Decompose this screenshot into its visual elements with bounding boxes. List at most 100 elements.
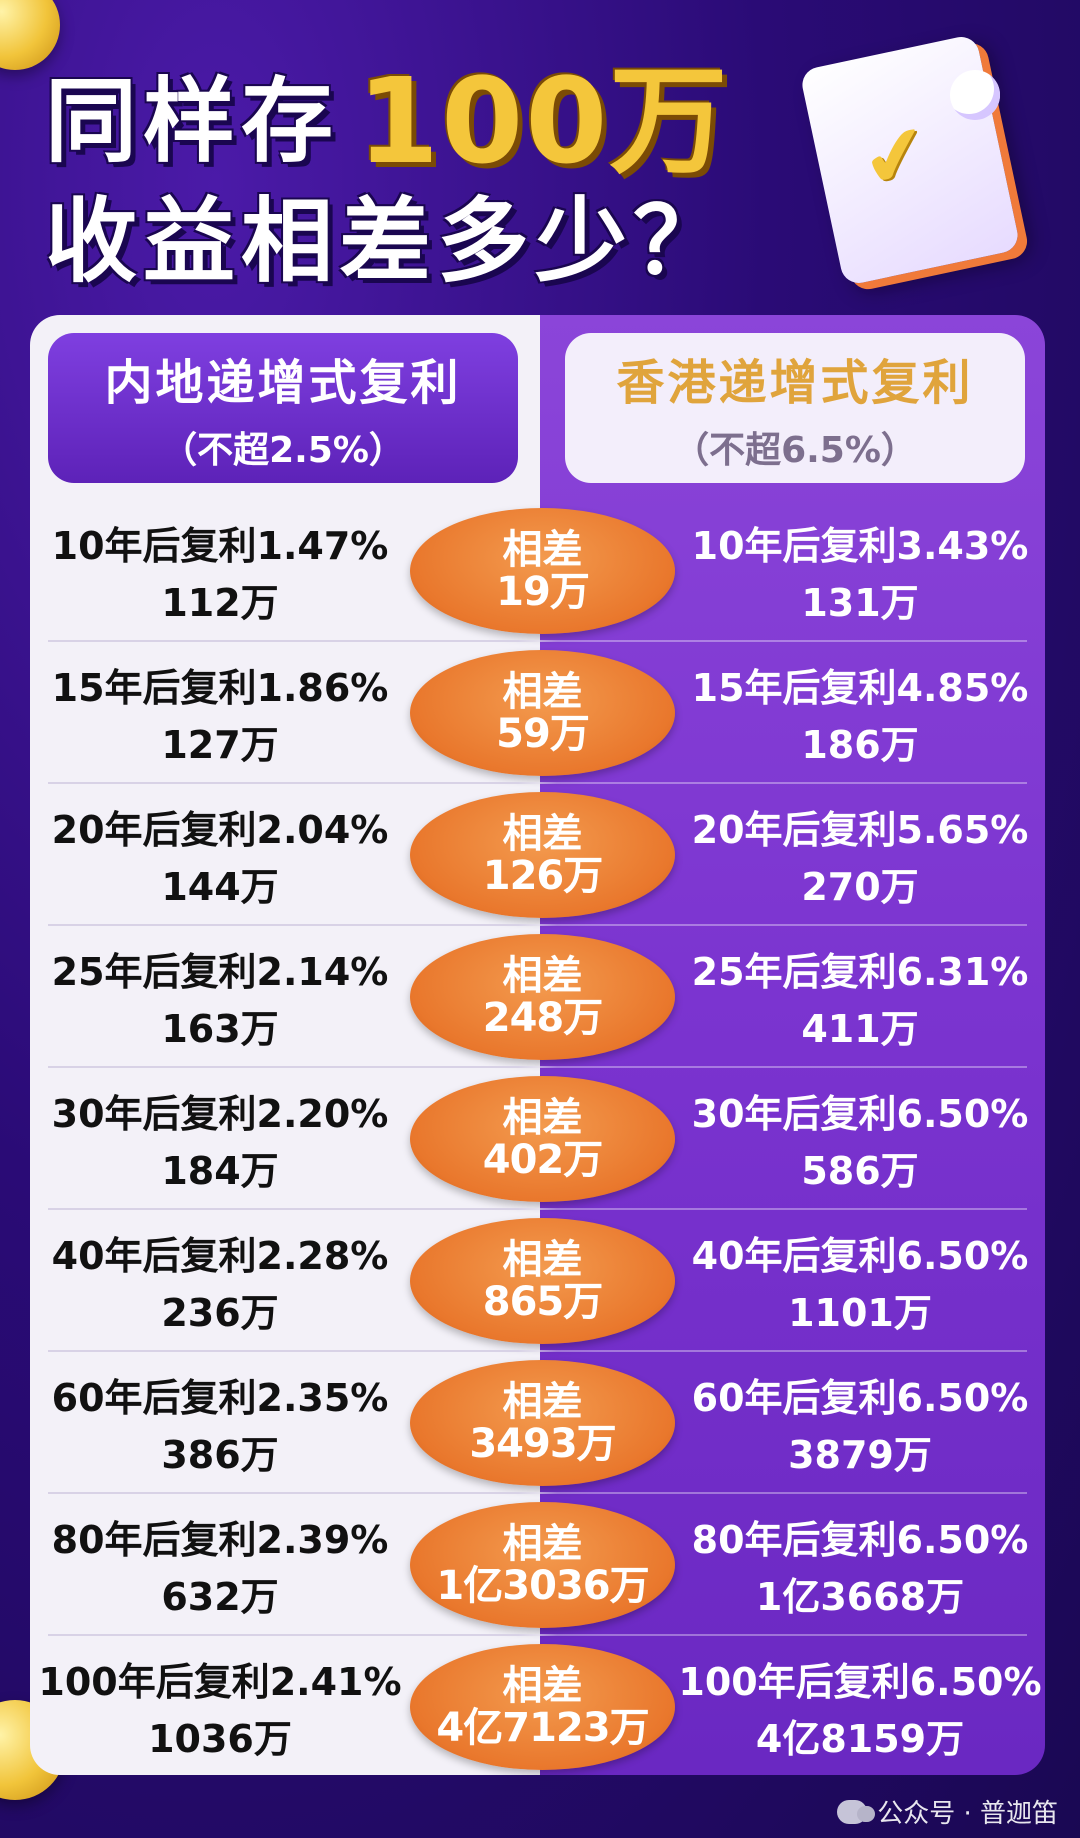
comparison-panel: 内地递增式复利 （不超2.5%） 香港递增式复利 （不超6.5%） 10年后复利…: [30, 315, 1045, 1775]
hongkong-amount: 411万: [801, 1007, 919, 1051]
hongkong-amount: 3879万: [788, 1433, 932, 1477]
hongkong-rate: 30年后复利6.50%: [691, 1092, 1029, 1136]
hongkong-amount: 586万: [801, 1149, 919, 1193]
comparison-row: 60年后复利2.35% 386万 相差 3493万 60年后复利6.50% 38…: [30, 1352, 1045, 1494]
checked-document-icon: ✔: [799, 33, 1030, 287]
hongkong-header-subtitle: （不超6.5%）: [673, 430, 917, 471]
mainland-rate: 20年后复利2.04%: [51, 808, 389, 852]
hongkong-cell: 60年后复利6.50% 3879万: [675, 1352, 1045, 1494]
mainland-amount: 127万: [161, 723, 279, 767]
hongkong-amount: 1亿3668万: [755, 1575, 965, 1619]
comparison-row: 100年后复利2.41% 1036万 相差 4亿7123万 100年后复利6.5…: [30, 1636, 1045, 1775]
mainland-header-title: 内地递增式复利: [104, 355, 462, 411]
row-divider: [48, 1350, 1027, 1352]
row-divider: [48, 640, 1027, 642]
difference-label: 相差: [502, 1095, 583, 1141]
page-title: 同样存 100万 收益相差多少？: [45, 60, 775, 300]
difference-label: 相差: [502, 953, 583, 999]
hongkong-rate: 20年后复利5.65%: [691, 808, 1029, 852]
difference-badge: 相差 402万: [410, 1076, 675, 1202]
mainland-amount: 112万: [161, 581, 279, 625]
hongkong-rate: 60年后复利6.50%: [691, 1376, 1029, 1420]
hongkong-cell: 15年后复利4.85% 186万: [675, 642, 1045, 784]
hongkong-cell: 40年后复利6.50% 1101万: [675, 1210, 1045, 1352]
difference-value: 4亿7123万: [436, 1705, 649, 1751]
difference-badge: 相差 19万: [410, 508, 675, 634]
mainland-rate: 40年后复利2.28%: [51, 1234, 389, 1278]
row-divider: [48, 1066, 1027, 1068]
mainland-cell: 20年后复利2.04% 144万: [30, 784, 410, 926]
hongkong-cell: 80年后复利6.50% 1亿3668万: [675, 1494, 1045, 1636]
hongkong-rate: 80年后复利6.50%: [691, 1518, 1029, 1562]
row-divider: [48, 1208, 1027, 1210]
mainland-amount: 163万: [161, 1007, 279, 1051]
mainland-header: 内地递增式复利 （不超2.5%）: [48, 333, 518, 483]
difference-badge: 相差 4亿7123万: [410, 1644, 675, 1770]
mainland-rate: 30年后复利2.20%: [51, 1092, 389, 1136]
mainland-cell: 10年后复利1.47% 112万: [30, 500, 410, 642]
mainland-rate: 80年后复利2.39%: [51, 1518, 389, 1562]
difference-badge: 相差 248万: [410, 934, 675, 1060]
mainland-cell: 60年后复利2.35% 386万: [30, 1352, 410, 1494]
difference-badge: 相差 126万: [410, 792, 675, 918]
mainland-cell: 80年后复利2.39% 632万: [30, 1494, 410, 1636]
row-divider: [48, 782, 1027, 784]
difference-label: 相差: [502, 811, 583, 857]
difference-value: 126万: [482, 853, 603, 899]
hongkong-rate: 100年后复利6.50%: [678, 1660, 1042, 1704]
difference-badge: 相差 3493万: [410, 1360, 675, 1486]
difference-label: 相差: [502, 1237, 583, 1283]
comparison-row: 25年后复利2.14% 163万 相差 248万 25年后复利6.31% 411…: [30, 926, 1045, 1068]
row-divider: [48, 1634, 1027, 1636]
comparison-row: 30年后复利2.20% 184万 相差 402万 30年后复利6.50% 586…: [30, 1068, 1045, 1210]
mainland-amount: 184万: [161, 1149, 279, 1193]
hongkong-header: 香港递增式复利 （不超6.5%）: [565, 333, 1025, 483]
mainland-cell: 15年后复利1.86% 127万: [30, 642, 410, 784]
hongkong-rate: 25年后复利6.31%: [691, 950, 1029, 994]
hongkong-amount: 1101万: [788, 1291, 932, 1335]
hongkong-header-title: 香港递增式复利: [616, 355, 974, 411]
difference-badge: 相差 865万: [410, 1218, 675, 1344]
mainland-rate: 100年后复利2.41%: [38, 1660, 402, 1704]
watermark: 公众号 · 普迦笛: [837, 1793, 1058, 1830]
difference-value: 402万: [482, 1137, 603, 1183]
hongkong-cell: 100年后复利6.50% 4亿8159万: [675, 1636, 1045, 1775]
difference-value: 248万: [482, 995, 603, 1041]
mainland-amount: 632万: [161, 1575, 279, 1619]
hongkong-amount: 186万: [801, 723, 919, 767]
watermark-text: 公众号 · 普迦笛: [877, 1799, 1058, 1829]
title-question: 收益相差多少？: [45, 188, 732, 295]
difference-badge: 相差 1亿3036万: [410, 1502, 675, 1628]
difference-value: 3493万: [469, 1421, 616, 1467]
hongkong-amount: 131万: [801, 581, 919, 625]
mainland-amount: 236万: [161, 1291, 279, 1335]
hongkong-cell: 30年后复利6.50% 586万: [675, 1068, 1045, 1210]
document-roll: [950, 70, 1000, 120]
difference-value: 865万: [482, 1279, 603, 1325]
comparison-row: 40年后复利2.28% 236万 相差 865万 40年后复利6.50% 110…: [30, 1210, 1045, 1352]
mainland-rate: 10年后复利1.47%: [51, 524, 389, 568]
mainland-header-subtitle: （不超2.5%）: [161, 430, 405, 471]
comparison-row: 20年后复利2.04% 144万 相差 126万 20年后复利5.65% 270…: [30, 784, 1045, 926]
difference-value: 19万: [496, 569, 590, 615]
row-divider: [48, 924, 1027, 926]
hongkong-cell: 25年后复利6.31% 411万: [675, 926, 1045, 1068]
title-prefix: 同样存: [45, 68, 340, 175]
hongkong-cell: 20年后复利5.65% 270万: [675, 784, 1045, 926]
row-divider: [48, 1492, 1027, 1494]
difference-value: 59万: [496, 711, 590, 757]
mainland-amount: 144万: [161, 865, 279, 909]
difference-label: 相差: [502, 1379, 583, 1425]
difference-label: 相差: [502, 1663, 583, 1709]
hongkong-amount: 4亿8159万: [755, 1717, 965, 1761]
mainland-amount: 1036万: [148, 1717, 292, 1761]
mainland-cell: 100年后复利2.41% 1036万: [30, 1636, 410, 1775]
hongkong-rate: 15年后复利4.85%: [691, 666, 1029, 710]
mainland-cell: 25年后复利2.14% 163万: [30, 926, 410, 1068]
difference-label: 相差: [502, 527, 583, 573]
mainland-rate: 15年后复利1.86%: [51, 666, 389, 710]
hongkong-rate: 10年后复利3.43%: [691, 524, 1029, 568]
difference-label: 相差: [502, 669, 583, 715]
comparison-row: 15年后复利1.86% 127万 相差 59万 15年后复利4.85% 186万: [30, 642, 1045, 784]
mainland-rate: 25年后复利2.14%: [51, 950, 389, 994]
